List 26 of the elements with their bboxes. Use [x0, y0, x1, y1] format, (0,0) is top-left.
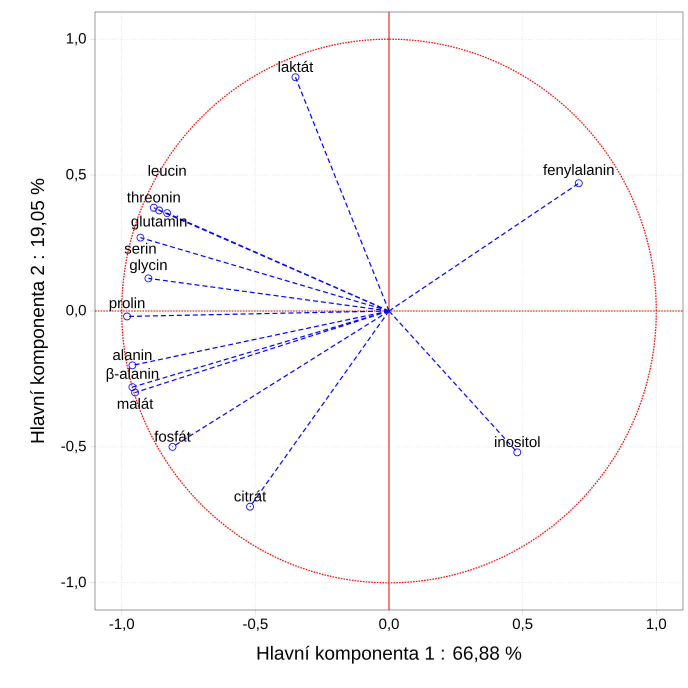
y-axis-title: Hlavní komponenta 2 : 19,05 % — [30, 178, 48, 442]
annotation: leucin — [148, 164, 186, 176]
annotation: serin — [124, 242, 156, 254]
annotation: malát — [118, 398, 154, 409]
annotation: citrát — [234, 490, 266, 502]
x-tick-label: -0,5 — [243, 618, 268, 631]
annotation: glycin — [130, 259, 167, 274]
annotation: β-alanin — [106, 368, 158, 382]
y-tick-label: 1,0 — [66, 33, 86, 46]
annotation: fosfát — [154, 430, 191, 442]
annotation: inositol — [495, 436, 540, 448]
annotation: threonin — [127, 192, 180, 202]
annotation: alanin — [113, 349, 152, 360]
annotation: prolin — [110, 297, 144, 312]
annotation: fenylalanin — [543, 164, 614, 178]
annotation: glutamin — [132, 216, 186, 230]
x-tick-label: -1,0 — [110, 618, 134, 631]
y-tick-label: -0,5 — [61, 440, 86, 454]
y-tick-label: 0,5 — [66, 168, 86, 182]
y-tick-label: -1,0 — [61, 576, 86, 589]
y-tick-label: 0,0 — [66, 304, 86, 318]
x-tick-label: 0,5 — [512, 618, 532, 631]
x-tick-label: 1,0 — [647, 618, 666, 631]
annotation: laktát — [278, 60, 314, 72]
x-tick-label: 0,0 — [379, 618, 399, 631]
x-axis-title: Hlavní komponenta 1 : 66,88 % — [258, 646, 522, 664]
